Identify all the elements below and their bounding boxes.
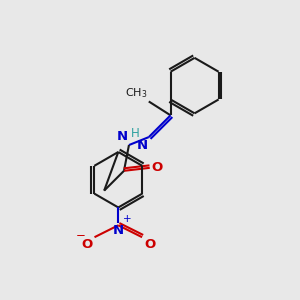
Text: O: O <box>152 161 163 174</box>
Text: H: H <box>131 127 140 140</box>
Text: N: N <box>136 139 148 152</box>
Text: +: + <box>123 214 132 224</box>
Text: O: O <box>144 238 155 251</box>
Text: O: O <box>81 238 92 251</box>
Text: N: N <box>117 130 128 143</box>
Text: −: − <box>76 229 85 242</box>
Text: N: N <box>113 224 124 237</box>
Text: CH$_3$: CH$_3$ <box>125 87 148 100</box>
